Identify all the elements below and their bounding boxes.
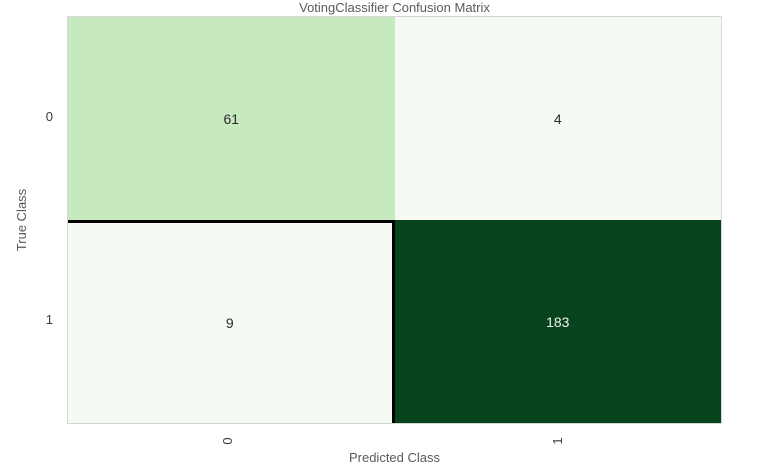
plot-area: 61 4 9 183 <box>67 16 722 424</box>
cell-true1-pred1: 183 <box>394 220 721 423</box>
x-axis-label: Predicted Class <box>348 450 441 465</box>
cell-true0-pred1: 4 <box>394 17 721 220</box>
y-tick-label-1: 1 <box>45 312 53 327</box>
cell-true1-pred0: 9 <box>68 220 395 423</box>
y-tick-label-0: 0 <box>45 109 53 124</box>
y-axis-label: True Class <box>14 188 29 252</box>
cell-true0-pred0: 61 <box>68 17 395 220</box>
chart-title: VotingClassifier Confusion Matrix <box>299 0 490 15</box>
